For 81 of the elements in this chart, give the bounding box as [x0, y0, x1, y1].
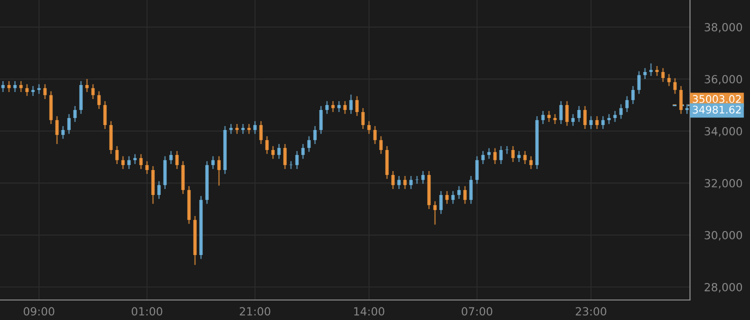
candlestick [91, 84, 95, 100]
candlestick [283, 143, 287, 170]
candlestick [493, 148, 497, 165]
candlestick [97, 90, 101, 110]
candlestick [55, 116, 59, 145]
candlestick [637, 70, 641, 94]
candlestick [145, 160, 149, 175]
candlestick [433, 200, 437, 226]
candlestick [259, 120, 263, 145]
candlestick [391, 170, 395, 190]
candlestick [115, 145, 119, 165]
candlestick [559, 100, 563, 125]
candlestick [439, 190, 443, 215]
x-tick-label: 21:00 [240, 307, 270, 316]
x-tick-label: 14:00 [354, 307, 384, 316]
candlestick [319, 105, 323, 135]
candlestick [631, 85, 635, 105]
candlestick [469, 175, 473, 204]
candlestick [127, 156, 131, 170]
candlestick [73, 105, 77, 123]
y-tick-label: 30,000 [704, 230, 742, 241]
candlestick [445, 190, 449, 204]
candlestick [277, 143, 281, 160]
y-tick-label: 36,000 [704, 75, 742, 85]
candlestick [37, 84, 41, 94]
ref-line-label: 35003.02 [692, 95, 741, 103]
candlestick [211, 156, 215, 170]
candlestick [661, 67, 665, 83]
candlestick [175, 150, 179, 170]
candlestick [589, 116, 593, 130]
candlestick [313, 125, 317, 145]
candlestick [157, 180, 161, 200]
candlestick [583, 105, 587, 130]
candlestick [595, 116, 599, 130]
candlestick [457, 186, 461, 200]
y-tick-label: 32,000 [704, 178, 742, 189]
candlestick [253, 120, 257, 135]
candlestick [601, 116, 605, 130]
candlestick [571, 114, 575, 126]
candlestick [373, 125, 377, 145]
candlestick [325, 100, 329, 114]
candlestick [103, 100, 107, 130]
candlestick [265, 136, 269, 155]
candlestick [43, 84, 47, 100]
candlestick [295, 150, 299, 170]
x-tick-label: 09:00 [24, 307, 54, 316]
x-tick-label: 23:00 [576, 307, 606, 316]
candlestick [475, 156, 479, 184]
candlestick [625, 96, 629, 113]
candlestick [565, 100, 569, 126]
candlestick [217, 156, 221, 186]
candlestick [379, 136, 383, 155]
y-tick-label: 38,000 [704, 23, 742, 33]
candlestick [349, 94, 353, 114]
candlestick [355, 96, 359, 117]
y-tick-label: 28,000 [704, 282, 742, 293]
candlestick [673, 78, 677, 94]
x-tick-label: 01:00 [132, 307, 162, 316]
candlestick [367, 120, 371, 135]
candlestick [61, 125, 65, 140]
candlestick [307, 136, 311, 152]
x-tick-label: 07:00 [462, 307, 492, 316]
candlestick [139, 154, 143, 170]
candlestick [343, 100, 347, 114]
candlestick [361, 108, 365, 130]
y-tick-label: 34,000 [704, 126, 742, 137]
candlestick [451, 190, 455, 204]
candlestick [301, 143, 305, 160]
candlestick [121, 156, 125, 170]
candlestick [421, 170, 425, 184]
candlestick [619, 104, 623, 120]
candlestick [529, 156, 533, 170]
candlestick [499, 145, 503, 165]
candlestick [577, 105, 581, 123]
candlestick [487, 148, 491, 160]
candlestick [511, 145, 515, 163]
candlestick [67, 114, 71, 135]
ref-line-label: 34981.62 [692, 106, 741, 114]
candlestick [25, 84, 29, 97]
candlestick [463, 186, 467, 204]
candlestick [271, 145, 275, 160]
